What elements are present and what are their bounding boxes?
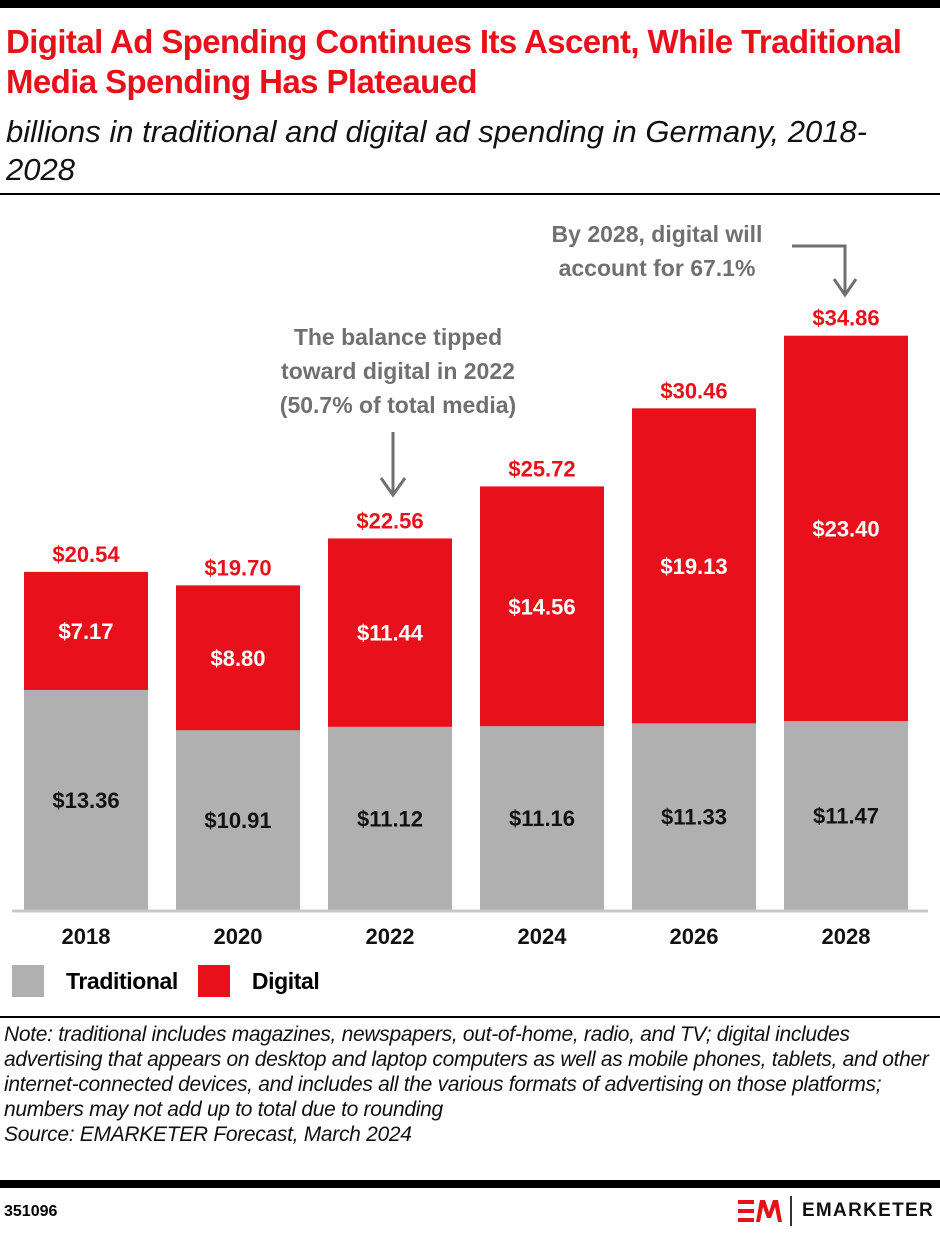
top-rule (0, 0, 940, 8)
label-traditional-2022: $11.12 (357, 806, 423, 831)
brand-wordmark: EMARKETER (801, 1200, 934, 1221)
label-traditional-2024: $11.16 (509, 806, 575, 831)
bar-traditional-2018 (24, 689, 148, 910)
emarketer-logo: EMARKETER (737, 1196, 934, 1226)
label-traditional-2026: $11.33 (661, 805, 727, 830)
bar-digital-2018 (24, 571, 148, 690)
bar-digital-2022 (328, 538, 452, 727)
footnote: Note: traditional includes magazines, ne… (4, 1022, 934, 1147)
annotation-2028-line: By 2028, digital will (552, 221, 763, 247)
legend-swatch-digital (197, 965, 230, 997)
bar-digital-2024 (480, 486, 604, 727)
logo-divider (789, 1196, 792, 1226)
x-tick-2026: 2026 (670, 924, 719, 949)
annotations-layer: The balance tipped toward digital in 2022… (280, 221, 858, 498)
bars-layer (24, 335, 908, 910)
label-total-2018: $20.54 (52, 542, 120, 567)
arrow-down-icon (379, 477, 407, 498)
bar-digital-2028 (784, 335, 908, 722)
annotation-2022-line: toward digital in 2022 (281, 358, 515, 384)
stacked-bar-chart: $13.36 $7.17 $20.54 2018 $10.91 $8.80 $19.70 20… (12, 221, 928, 949)
legend: Traditional Digital (12, 964, 339, 998)
label-total-2024: $25.72 (508, 456, 575, 481)
chart-subtitle: billions in traditional and digital ad s… (6, 114, 868, 187)
legend-swatch-traditional (12, 965, 44, 997)
x-tick-2020: 2020 (214, 924, 263, 949)
x-tick-2028: 2028 (822, 924, 871, 949)
annotation-2022-line: The balance tipped (294, 324, 502, 350)
label-traditional-2020: $10.91 (204, 808, 271, 833)
label-digital-2020: $8.80 (210, 646, 265, 671)
annotation-2028-line: account for 67.1% (559, 255, 756, 281)
label-digital-2026: $19.13 (660, 554, 727, 579)
label-total-2026: $30.46 (660, 378, 727, 403)
bar-digital-2026 (632, 408, 756, 724)
labels-layer: $13.36 $7.17 $20.54 2018 $10.91 $8.80 $19.70 20… (52, 306, 879, 949)
arrow-down-icon (832, 278, 858, 298)
label-digital-2024: $14.56 (508, 594, 575, 619)
note-divider (0, 1016, 940, 1018)
bar-traditional-2024 (480, 726, 604, 910)
bar-traditional-2026 (632, 723, 756, 910)
x-tick-2022: 2022 (366, 924, 415, 949)
bar-traditional-2020 (176, 730, 300, 910)
header-divider (0, 193, 940, 195)
annotation-2022-line: (50.7% of total media) (280, 392, 516, 418)
chart-id: 351096 (4, 1203, 58, 1220)
label-total-2022: $22.56 (356, 508, 423, 533)
chart-title: Digital Ad Spending Continues Its Ascent… (6, 23, 902, 100)
label-total-2028: $34.86 (812, 306, 879, 331)
annotation-2028-arrow-shaft (792, 244, 847, 295)
bottom-rule (0, 1180, 940, 1188)
em-logo-icon (737, 1200, 782, 1222)
label-traditional-2028: $11.47 (813, 804, 879, 829)
note-text: Note: traditional includes magazines, ne… (4, 1023, 929, 1121)
x-tick-2018: 2018 (62, 924, 111, 949)
bar-digital-2020 (176, 585, 300, 731)
bar-traditional-2028 (784, 721, 908, 910)
label-digital-2028: $23.40 (812, 516, 879, 541)
bar-traditional-2022 (328, 726, 452, 910)
x-tick-2024: 2024 (518, 924, 568, 949)
label-digital-2018: $7.17 (58, 619, 113, 644)
source-text: Source: EMARKETER Forecast, March 2024 (4, 1123, 412, 1146)
legend-label-digital: Digital (251, 967, 320, 994)
label-digital-2022: $11.44 (357, 621, 424, 646)
label-total-2020: $19.70 (204, 555, 271, 580)
label-traditional-2018: $13.36 (52, 788, 119, 813)
legend-label-traditional: Traditional (66, 967, 178, 994)
